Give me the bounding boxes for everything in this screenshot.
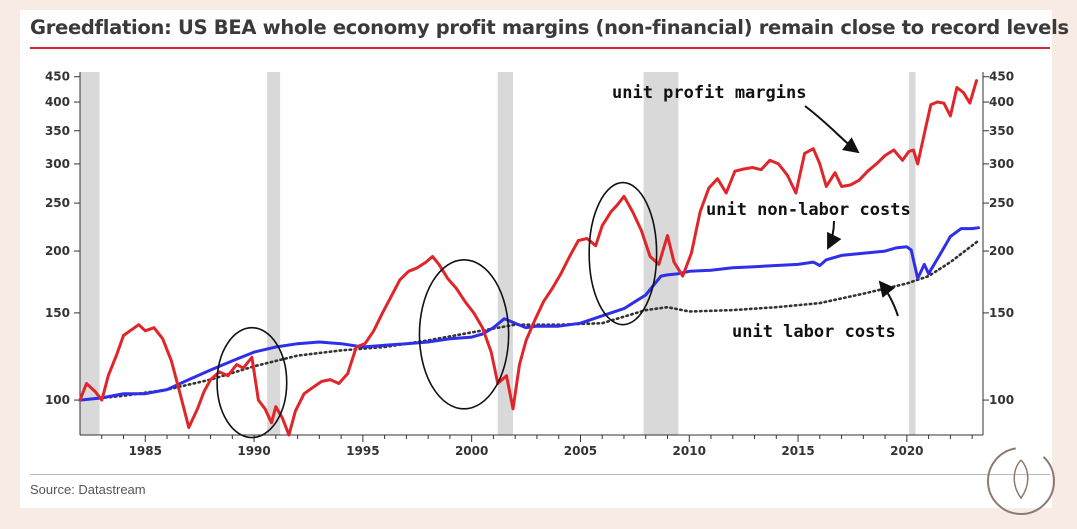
y-tick-label-right-400: 400: [989, 95, 1014, 109]
y-tick-label-left-400: 400: [45, 95, 70, 109]
annotation-unit-labor-costs: unit labor costs: [732, 322, 896, 342]
x-tick-label-1990: 1990: [237, 444, 270, 458]
y-tick-label-right-350: 350: [989, 124, 1014, 138]
y-tick-label-left-100: 100: [45, 393, 70, 407]
y-tick-label-right-200: 200: [989, 244, 1014, 258]
x-tick-label-1995: 1995: [346, 444, 379, 458]
series-line-unit-profit-margins: [78, 79, 978, 437]
highlight-ellipse-1: [418, 259, 510, 410]
x-tick-label-2000: 2000: [455, 444, 488, 458]
x-tick-label-2020: 2020: [890, 444, 923, 458]
highlight-ellipse-0: [216, 326, 288, 439]
chart-card: Greedflation: US BEA whole economy profi…: [20, 10, 1069, 508]
y-tick-label-left-150: 150: [45, 306, 70, 320]
tick-labels: 100 100 150 150 200 200 250 250 300 300 350 350 400 4…: [45, 70, 1014, 458]
x-tick-label-1985: 1985: [129, 444, 162, 458]
series-line-unit-non-labor-costs: [78, 226, 981, 402]
source-divider: [30, 474, 1050, 475]
y-tick-label-right-100: 100: [989, 393, 1014, 407]
y-tick-label-right-450: 450: [989, 70, 1014, 84]
y-tick-label-left-300: 300: [45, 157, 70, 171]
arrow-unit-profit-margins: [804, 105, 860, 154]
highlight-ellipse-2: [588, 181, 658, 326]
arrow-unit-labor-costs: [878, 280, 899, 317]
y-tick-label-right-300: 300: [989, 157, 1014, 171]
y-tick-label-left-450: 450: [45, 70, 70, 84]
y-tick-label-right-150: 150: [989, 306, 1014, 320]
y-tick-label-left-200: 200: [45, 244, 70, 258]
title-underline: [30, 47, 1050, 49]
logo-ring: [987, 447, 1055, 515]
axes: [74, 72, 989, 442]
y-tick-label-right-250: 250: [989, 196, 1014, 210]
source-note: Source: Datastream: [30, 482, 146, 497]
annotation-unit-non-labor-costs: unit non-labor costs: [706, 200, 911, 220]
x-tick-label-2010: 2010: [673, 444, 706, 458]
highlight-ellipses: [216, 181, 658, 439]
series-line-unit-labor-costs: [78, 239, 980, 402]
y-tick-label-left-250: 250: [45, 196, 70, 210]
recession-band-2: [497, 72, 514, 435]
annotation-unit-profit-margins: unit profit margins: [612, 83, 806, 103]
recession-band-1: [267, 72, 281, 435]
annotations: unit profit margins unit non-labor costs…: [612, 83, 911, 342]
x-tick-label-2015: 2015: [781, 444, 814, 458]
y-tick-label-left-350: 350: [45, 124, 70, 138]
logo-watermark: [987, 447, 1055, 515]
series-lines: [78, 79, 981, 437]
recession-band-0: [80, 72, 100, 435]
arrow-unit-non-labor-costs: [827, 220, 842, 250]
logo-mark: [1013, 459, 1029, 500]
x-tick-label-2005: 2005: [564, 444, 597, 458]
chart-title: Greedflation: US BEA whole economy profi…: [30, 16, 1069, 39]
